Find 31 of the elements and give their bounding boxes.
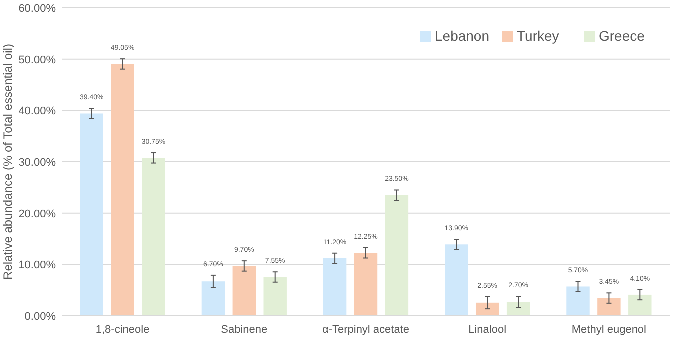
y-axis-title: Relative abundance (% of Total essential oil) xyxy=(1,44,15,280)
bar xyxy=(506,302,530,316)
bar xyxy=(80,114,104,316)
x-tick-label: Linalool xyxy=(468,324,507,336)
y-tick-label: 60.00% xyxy=(18,3,56,15)
bar xyxy=(142,158,166,316)
y-tick-label: 50.00% xyxy=(18,54,56,66)
legend-label: Greece xyxy=(599,28,646,44)
legend-label: Turkey xyxy=(517,28,560,44)
bar xyxy=(354,253,378,316)
y-tick-label: 20.00% xyxy=(18,208,56,220)
x-tick-label: Methyl eugenol xyxy=(572,324,647,336)
bar xyxy=(445,244,468,316)
bar xyxy=(111,64,134,316)
y-tick-label: 30.00% xyxy=(18,157,56,169)
x-tick-label: Sabinene xyxy=(221,324,268,336)
bar xyxy=(232,266,256,316)
bar xyxy=(598,298,621,316)
bar xyxy=(385,195,409,316)
bar xyxy=(566,286,590,316)
y-tick-label: 10.00% xyxy=(18,260,56,272)
bar xyxy=(476,302,500,316)
bar xyxy=(628,294,652,316)
y-tick-label: 0.00% xyxy=(24,311,56,323)
bar xyxy=(264,277,287,316)
bar xyxy=(202,282,226,316)
y-tick-label: 40.00% xyxy=(18,106,56,118)
x-tick-label: α-Terpinyl acetate xyxy=(322,324,410,336)
x-tick-label: 1,8-cineole xyxy=(96,324,150,336)
bar xyxy=(323,258,347,316)
legend-label: Lebanon xyxy=(435,28,490,44)
